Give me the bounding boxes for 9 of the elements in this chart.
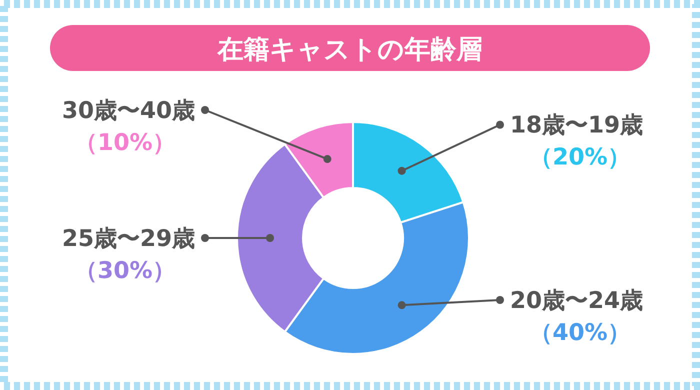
slice-label: 30歳〜40歳 — [62, 98, 195, 124]
data-label: （30%） — [74, 258, 176, 284]
slice-label: 18歳〜19歳 — [510, 112, 644, 139]
data-label: （10%） — [74, 130, 176, 156]
data-label: （20%） — [529, 144, 631, 171]
slice-label: 25歳〜29歳 — [62, 226, 195, 252]
slice-label: 20歳〜24歳 — [510, 288, 644, 314]
data-label: （40%） — [529, 320, 631, 346]
chart-title: 在籍キャストの年齢層 — [216, 35, 482, 65]
